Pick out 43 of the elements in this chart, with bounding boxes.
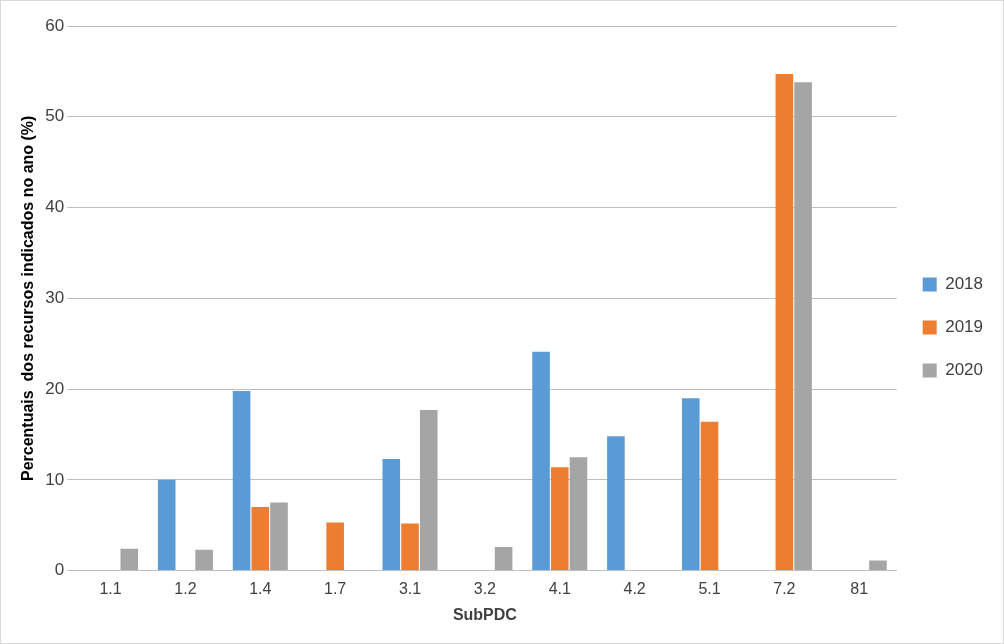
y-tick-label: 60 [45,15,65,35]
bar [794,82,812,571]
bar [569,457,588,571]
y-tick-label: 50 [45,106,65,126]
x-tick-label: 1.2 [174,579,197,597]
y-tick-label: 20 [45,378,65,398]
legend-label: 2018 [945,274,984,294]
x-tick-label: 4.1 [548,579,571,597]
bar [550,467,569,571]
legend-label: 2019 [945,317,984,337]
bar [157,479,176,571]
y-tick-label: 0 [54,560,65,580]
legend-label: 2020 [945,360,984,380]
x-tick-label: 1.4 [249,579,272,597]
bar [700,421,719,571]
bar [775,74,794,571]
x-axis-title: SubPDC [452,605,518,623]
x-tick-label: 1.1 [99,579,122,597]
bar [251,507,270,571]
bar [401,523,419,571]
bar [270,502,288,571]
x-tick-label: 5.1 [698,579,721,597]
bar [494,547,513,571]
bar [232,390,251,571]
bar [607,436,625,571]
y-tick-label: 30 [45,287,65,307]
x-tick-label: 81 [850,579,869,597]
bar [681,398,700,571]
bar [195,549,213,571]
x-tick-label: 3.1 [398,579,422,597]
y-tick-label: 10 [45,469,65,489]
y-axis-title: Percentuais dos recursos indicados no ano (%) [19,115,37,482]
x-tick-label: 7.2 [773,579,796,597]
x-tick-label: 3.2 [473,579,497,597]
bar [382,458,401,571]
bar [326,522,344,571]
x-tick-label: 1.7 [324,579,347,597]
bar [419,409,438,571]
x-tick-label: 4.2 [623,579,646,597]
y-tick-label: 40 [45,197,65,217]
bar [120,548,139,571]
bar [532,351,550,571]
bar [869,560,887,571]
